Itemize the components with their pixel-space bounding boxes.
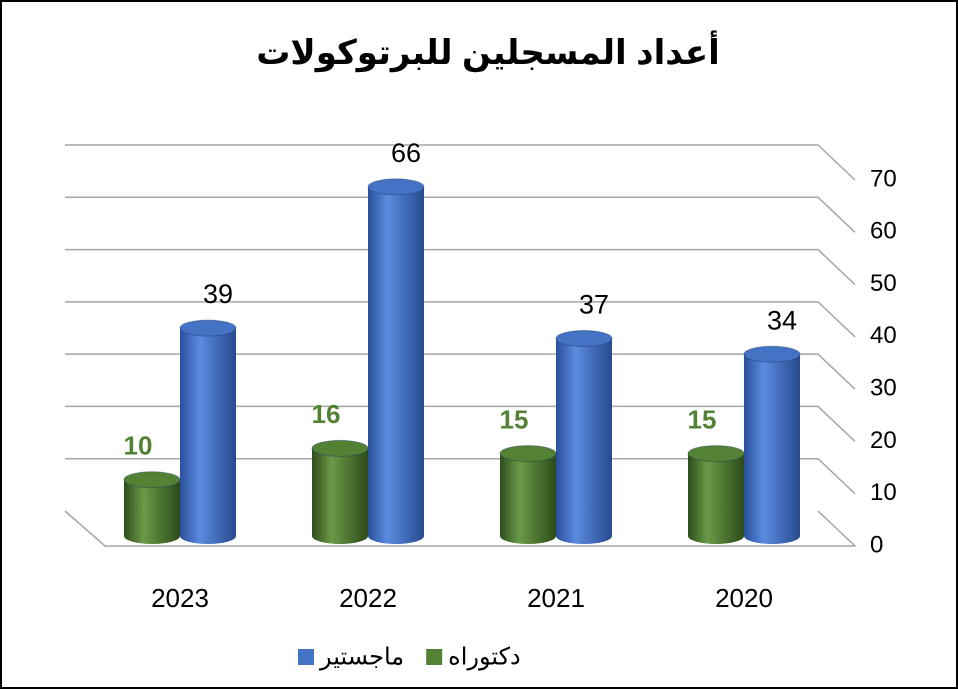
y-tick-label: 60: [870, 218, 897, 245]
data-label: 39: [203, 279, 233, 309]
y-tick-label: 40: [870, 322, 897, 349]
bar-top: [367, 178, 425, 196]
bar: [311, 439, 369, 544]
bar: [555, 330, 613, 544]
legend-swatch: [298, 649, 314, 665]
grid-line: [65, 196, 856, 233]
grid-line: [64, 510, 857, 547]
x-tick-label: 2022: [339, 583, 397, 613]
bar: [179, 319, 237, 544]
legend-swatch: [426, 649, 443, 665]
legend-label: دكتوراه: [448, 643, 521, 670]
data-label: 16: [312, 399, 341, 429]
bar: [367, 178, 425, 544]
y-tick-label: 10: [870, 479, 897, 506]
x-tick-label: 2020: [715, 583, 773, 613]
y-tick-label: 50: [870, 270, 897, 297]
y-tick-label: 20: [870, 427, 897, 454]
bar: [123, 471, 181, 544]
x-tick-label: 2023: [151, 583, 209, 613]
bar: [499, 445, 557, 544]
bar-body: [180, 328, 236, 536]
bar-body: [556, 338, 612, 536]
bar-top: [311, 439, 369, 457]
bar-top: [499, 445, 557, 463]
bar: [687, 445, 745, 544]
chart-title: أعداد المسجلين للبرتوكولات: [256, 30, 720, 73]
bar-body: [368, 186, 424, 536]
data-label: 15: [688, 404, 717, 434]
bar-top: [743, 345, 801, 363]
bar-top: [123, 471, 181, 489]
bar-body: [688, 453, 744, 536]
bar-body: [124, 479, 180, 536]
bar-body: [312, 448, 368, 536]
bar-top: [687, 445, 745, 463]
grid-line: [65, 353, 856, 390]
grid-line: [65, 301, 856, 338]
y-tick-label: 0: [870, 531, 883, 558]
y-tick-label: 70: [870, 165, 897, 192]
grid-line: [65, 248, 856, 286]
bar: [743, 345, 801, 544]
data-label: 10: [124, 431, 153, 461]
bar-body: [500, 453, 556, 536]
bar-top: [555, 330, 613, 348]
x-tick-label: 2021: [527, 583, 585, 613]
data-label: 37: [579, 290, 609, 320]
bar-top: [179, 319, 237, 337]
grid-line: [65, 405, 856, 442]
data-label: 66: [391, 138, 421, 168]
bar-body: [744, 354, 800, 536]
legend-label: ماجستير: [319, 643, 404, 670]
y-tick-label: 30: [870, 374, 897, 401]
grid-line: [65, 144, 856, 181]
data-label: 34: [767, 305, 797, 335]
data-label: 15: [500, 404, 529, 434]
